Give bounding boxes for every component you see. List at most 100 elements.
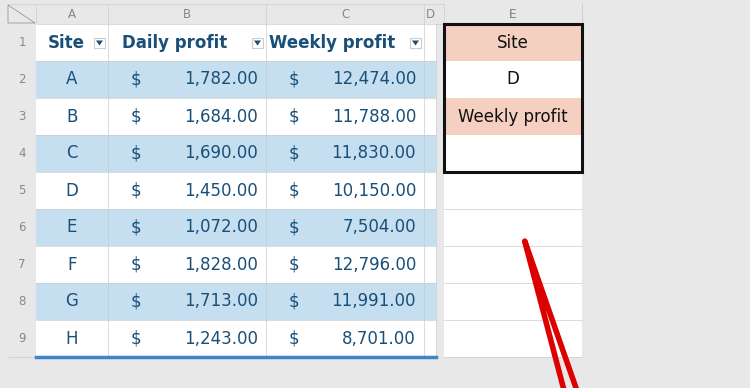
FancyBboxPatch shape bbox=[252, 38, 263, 47]
FancyBboxPatch shape bbox=[94, 38, 105, 47]
Text: $: $ bbox=[289, 71, 299, 88]
Bar bbox=[108, 98, 266, 135]
Bar bbox=[266, 209, 424, 246]
Bar bbox=[36, 24, 108, 61]
Bar bbox=[266, 24, 424, 61]
Bar bbox=[8, 283, 36, 320]
Bar bbox=[8, 320, 36, 357]
Text: A: A bbox=[68, 7, 76, 21]
Text: 2: 2 bbox=[18, 73, 26, 86]
Text: B: B bbox=[66, 107, 78, 125]
Bar bbox=[424, 24, 436, 61]
Text: Site: Site bbox=[48, 33, 85, 52]
Text: 1,690.00: 1,690.00 bbox=[184, 144, 258, 163]
Text: 1,450.00: 1,450.00 bbox=[184, 182, 258, 199]
Text: 12,796.00: 12,796.00 bbox=[332, 256, 416, 274]
Bar bbox=[424, 320, 436, 357]
Text: 8,701.00: 8,701.00 bbox=[342, 329, 416, 348]
Text: $: $ bbox=[130, 182, 141, 199]
Bar bbox=[444, 24, 582, 172]
Text: $: $ bbox=[130, 293, 141, 310]
Text: E: E bbox=[509, 7, 517, 21]
Text: $: $ bbox=[130, 256, 141, 274]
Text: Daily profit: Daily profit bbox=[122, 33, 227, 52]
Text: $: $ bbox=[130, 107, 141, 125]
Bar bbox=[444, 283, 582, 320]
Text: 9: 9 bbox=[18, 332, 26, 345]
Text: 1,713.00: 1,713.00 bbox=[184, 293, 258, 310]
Bar bbox=[8, 209, 36, 246]
Text: E: E bbox=[509, 7, 517, 21]
Bar bbox=[424, 209, 436, 246]
Bar bbox=[266, 283, 424, 320]
Polygon shape bbox=[254, 40, 261, 45]
Text: $: $ bbox=[289, 256, 299, 274]
Text: 11,830.00: 11,830.00 bbox=[332, 144, 416, 163]
Bar bbox=[36, 98, 108, 135]
Text: 1: 1 bbox=[18, 36, 26, 49]
Bar bbox=[36, 283, 108, 320]
Text: 7: 7 bbox=[18, 258, 26, 271]
Text: $: $ bbox=[289, 107, 299, 125]
Text: Weekly profit: Weekly profit bbox=[458, 107, 568, 125]
Bar bbox=[108, 320, 266, 357]
Text: A: A bbox=[66, 71, 78, 88]
Bar bbox=[108, 135, 266, 172]
Bar bbox=[36, 135, 108, 172]
Text: D: D bbox=[425, 7, 434, 21]
Text: $: $ bbox=[130, 144, 141, 163]
Bar bbox=[36, 209, 108, 246]
Bar bbox=[424, 246, 436, 283]
Text: $: $ bbox=[289, 144, 299, 163]
Text: 11,788.00: 11,788.00 bbox=[332, 107, 416, 125]
Bar bbox=[8, 98, 36, 135]
Text: $: $ bbox=[130, 71, 141, 88]
Bar bbox=[424, 98, 436, 135]
Text: $: $ bbox=[130, 329, 141, 348]
Bar bbox=[108, 246, 266, 283]
Bar bbox=[266, 246, 424, 283]
Bar bbox=[8, 135, 36, 172]
Bar bbox=[444, 209, 582, 246]
Bar bbox=[444, 135, 582, 172]
Bar bbox=[444, 172, 582, 209]
Polygon shape bbox=[8, 5, 35, 23]
Text: 1,072.00: 1,072.00 bbox=[184, 218, 258, 237]
Text: 8: 8 bbox=[18, 295, 26, 308]
Bar bbox=[266, 135, 424, 172]
Text: 1,782.00: 1,782.00 bbox=[184, 71, 258, 88]
Text: 1,828.00: 1,828.00 bbox=[184, 256, 258, 274]
Text: F: F bbox=[68, 256, 76, 274]
Text: Site: Site bbox=[497, 33, 529, 52]
Bar bbox=[36, 172, 108, 209]
Bar bbox=[8, 246, 36, 283]
Bar bbox=[36, 246, 108, 283]
Text: 4: 4 bbox=[18, 147, 26, 160]
Bar bbox=[444, 24, 582, 61]
Bar bbox=[108, 283, 266, 320]
Text: E: E bbox=[67, 218, 77, 237]
Text: 10,150.00: 10,150.00 bbox=[332, 182, 416, 199]
Bar bbox=[108, 24, 266, 61]
Text: 6: 6 bbox=[18, 221, 26, 234]
Bar bbox=[266, 61, 424, 98]
Text: 1,243.00: 1,243.00 bbox=[184, 329, 258, 348]
Bar bbox=[424, 283, 436, 320]
Text: D: D bbox=[65, 182, 79, 199]
Bar bbox=[8, 24, 36, 61]
Text: $: $ bbox=[130, 218, 141, 237]
Bar bbox=[444, 98, 582, 135]
Text: 11,991.00: 11,991.00 bbox=[332, 293, 416, 310]
Bar bbox=[8, 61, 36, 98]
Text: H: H bbox=[66, 329, 78, 348]
Text: C: C bbox=[340, 7, 349, 21]
Text: 3: 3 bbox=[18, 110, 26, 123]
Text: B: B bbox=[183, 7, 191, 21]
Text: $: $ bbox=[289, 329, 299, 348]
Text: 7,504.00: 7,504.00 bbox=[342, 218, 416, 237]
Bar bbox=[424, 172, 436, 209]
Text: 1,684.00: 1,684.00 bbox=[184, 107, 258, 125]
Text: 5: 5 bbox=[18, 184, 26, 197]
Text: Weekly profit: Weekly profit bbox=[269, 33, 395, 52]
Bar bbox=[8, 172, 36, 209]
